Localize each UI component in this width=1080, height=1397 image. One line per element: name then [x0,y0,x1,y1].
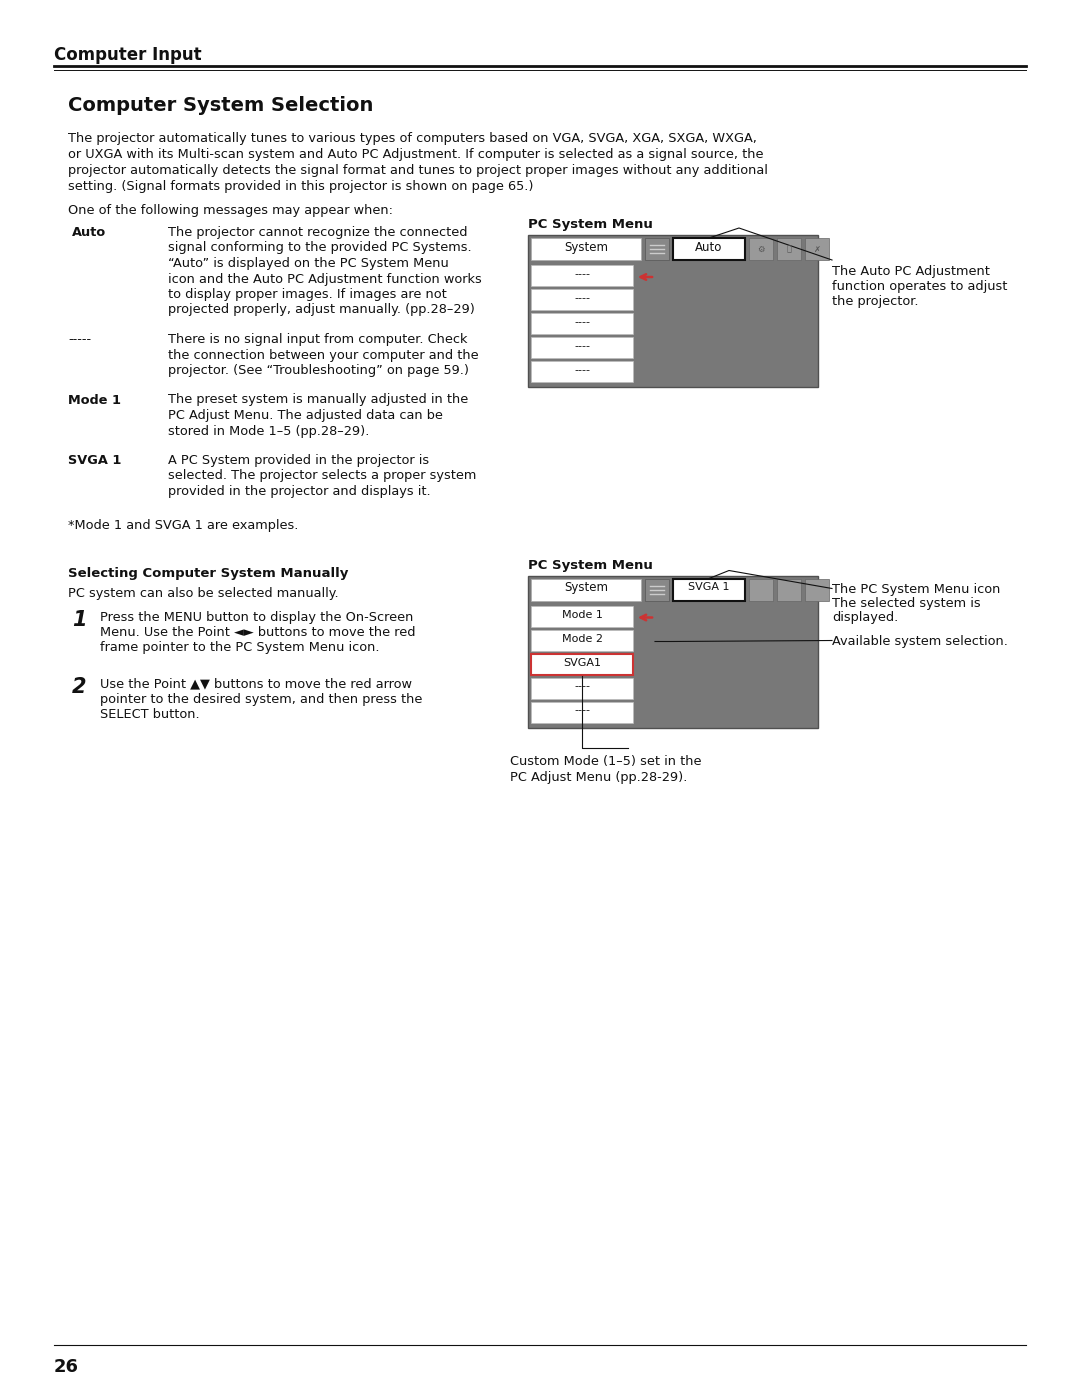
Text: ⚙: ⚙ [757,244,765,253]
Text: SVGA 1: SVGA 1 [68,454,121,467]
Text: frame pointer to the PC System Menu icon.: frame pointer to the PC System Menu icon… [100,641,379,655]
Text: provided in the projector and displays it.: provided in the projector and displays i… [168,485,431,497]
Text: 2: 2 [72,678,86,697]
Text: displayed.: displayed. [832,612,899,624]
Text: The PC System Menu icon: The PC System Menu icon [832,584,1000,597]
Text: ----: ---- [573,317,590,327]
Text: function operates to adjust: function operates to adjust [832,279,1008,293]
Bar [531,360,633,381]
Text: PC Adjust Menu. The adjusted data can be: PC Adjust Menu. The adjusted data can be [168,409,443,422]
Text: Computer Input: Computer Input [54,46,202,64]
Text: PC System Menu: PC System Menu [528,218,653,231]
Bar [645,237,669,260]
Text: Mode 1: Mode 1 [68,394,121,407]
Text: stored in Mode 1–5 (pp.28–29).: stored in Mode 1–5 (pp.28–29). [168,425,369,437]
Text: SELECT button.: SELECT button. [100,708,200,721]
Text: Mode 2: Mode 2 [562,633,603,644]
Text: ----: ---- [573,341,590,351]
Text: the projector.: the projector. [832,295,918,307]
Text: 👤: 👤 [786,244,792,253]
Text: Custom Mode (1–5) set in the: Custom Mode (1–5) set in the [510,756,702,768]
Bar [673,237,745,260]
Text: The selected system is: The selected system is [832,598,981,610]
Bar [805,578,829,601]
Text: The Auto PC Adjustment: The Auto PC Adjustment [832,265,990,278]
Text: A PC System provided in the projector is: A PC System provided in the projector is [168,454,429,467]
Bar [750,237,773,260]
Text: selected. The projector selects a proper system: selected. The projector selects a proper… [168,469,476,482]
Text: Available system selection.: Available system selection. [832,636,1008,648]
Bar [531,605,633,626]
Text: PC system can also be selected manually.: PC system can also be selected manually. [68,587,339,599]
Text: The projector cannot recognize the connected: The projector cannot recognize the conne… [168,226,468,239]
Text: PC System Menu: PC System Menu [528,559,653,571]
Bar [531,678,633,698]
Bar [777,237,801,260]
Bar [777,578,801,601]
Text: 1: 1 [72,610,86,630]
Text: SVGA1: SVGA1 [563,658,600,668]
Bar [528,576,818,728]
Text: Auto: Auto [696,242,723,254]
Bar [531,654,633,675]
Text: Menu. Use the Point ◄► buttons to move the red: Menu. Use the Point ◄► buttons to move t… [100,626,416,638]
Bar [531,630,633,651]
Text: ----: ---- [573,365,590,374]
Bar [750,578,773,601]
Text: There is no signal input from computer. Check: There is no signal input from computer. … [168,332,468,346]
Text: Selecting Computer System Manually: Selecting Computer System Manually [68,567,349,580]
Text: setting. (Signal formats provided in this projector is shown on page 65.): setting. (Signal formats provided in thi… [68,180,534,193]
Text: PC Adjust Menu (pp.28-29).: PC Adjust Menu (pp.28-29). [510,771,687,784]
Text: ----: ---- [573,270,590,279]
Bar [645,578,669,601]
Text: *Mode 1 and SVGA 1 are examples.: *Mode 1 and SVGA 1 are examples. [68,518,298,531]
Text: projected properly, adjust manually. (pp.28–29): projected properly, adjust manually. (pp… [168,303,475,317]
Text: to display proper images. If images are not: to display proper images. If images are … [168,288,447,300]
Text: SVGA 1: SVGA 1 [688,581,730,591]
Bar [531,578,642,601]
Text: -----: ----- [68,332,91,346]
Text: projector. (See “Troubleshooting” on page 59.): projector. (See “Troubleshooting” on pag… [168,365,469,377]
Text: 26: 26 [54,1358,79,1376]
Bar [673,578,745,601]
Bar [528,235,818,387]
Text: projector automatically detects the signal format and tunes to project proper im: projector automatically detects the sign… [68,163,768,177]
Text: Mode 1: Mode 1 [562,609,603,619]
Text: ✗: ✗ [813,244,821,253]
Text: Press the MENU button to display the On-Screen: Press the MENU button to display the On-… [100,610,414,623]
Text: Auto: Auto [72,226,106,239]
Text: One of the following messages may appear when:: One of the following messages may appear… [68,204,393,217]
Bar [531,701,633,722]
Text: Use the Point ▲▼ buttons to move the red arrow: Use the Point ▲▼ buttons to move the red… [100,678,411,690]
Text: ----: ---- [573,293,590,303]
Bar [805,237,829,260]
Text: Computer System Selection: Computer System Selection [68,96,374,115]
Text: ----: ---- [573,682,590,692]
Text: The projector automatically tunes to various types of computers based on VGA, SV: The projector automatically tunes to var… [68,131,757,145]
Text: ----: ---- [573,705,590,715]
Bar [531,337,633,358]
Bar [531,265,633,286]
Text: The preset system is manually adjusted in the: The preset system is manually adjusted i… [168,394,469,407]
Bar [531,237,642,260]
Text: signal conforming to the provided PC Systems.: signal conforming to the provided PC Sys… [168,242,472,254]
Text: the connection between your computer and the: the connection between your computer and… [168,348,478,362]
Text: icon and the Auto PC Adjustment function works: icon and the Auto PC Adjustment function… [168,272,482,285]
Text: System: System [564,581,608,595]
Text: “Auto” is displayed on the PC System Menu: “Auto” is displayed on the PC System Men… [168,257,449,270]
Text: pointer to the desired system, and then press the: pointer to the desired system, and then … [100,693,422,705]
Text: System: System [564,242,608,254]
Bar [531,289,633,310]
Text: or UXGA with its Multi-scan system and Auto PC Adjustment. If computer is select: or UXGA with its Multi-scan system and A… [68,148,764,161]
Bar [531,313,633,334]
